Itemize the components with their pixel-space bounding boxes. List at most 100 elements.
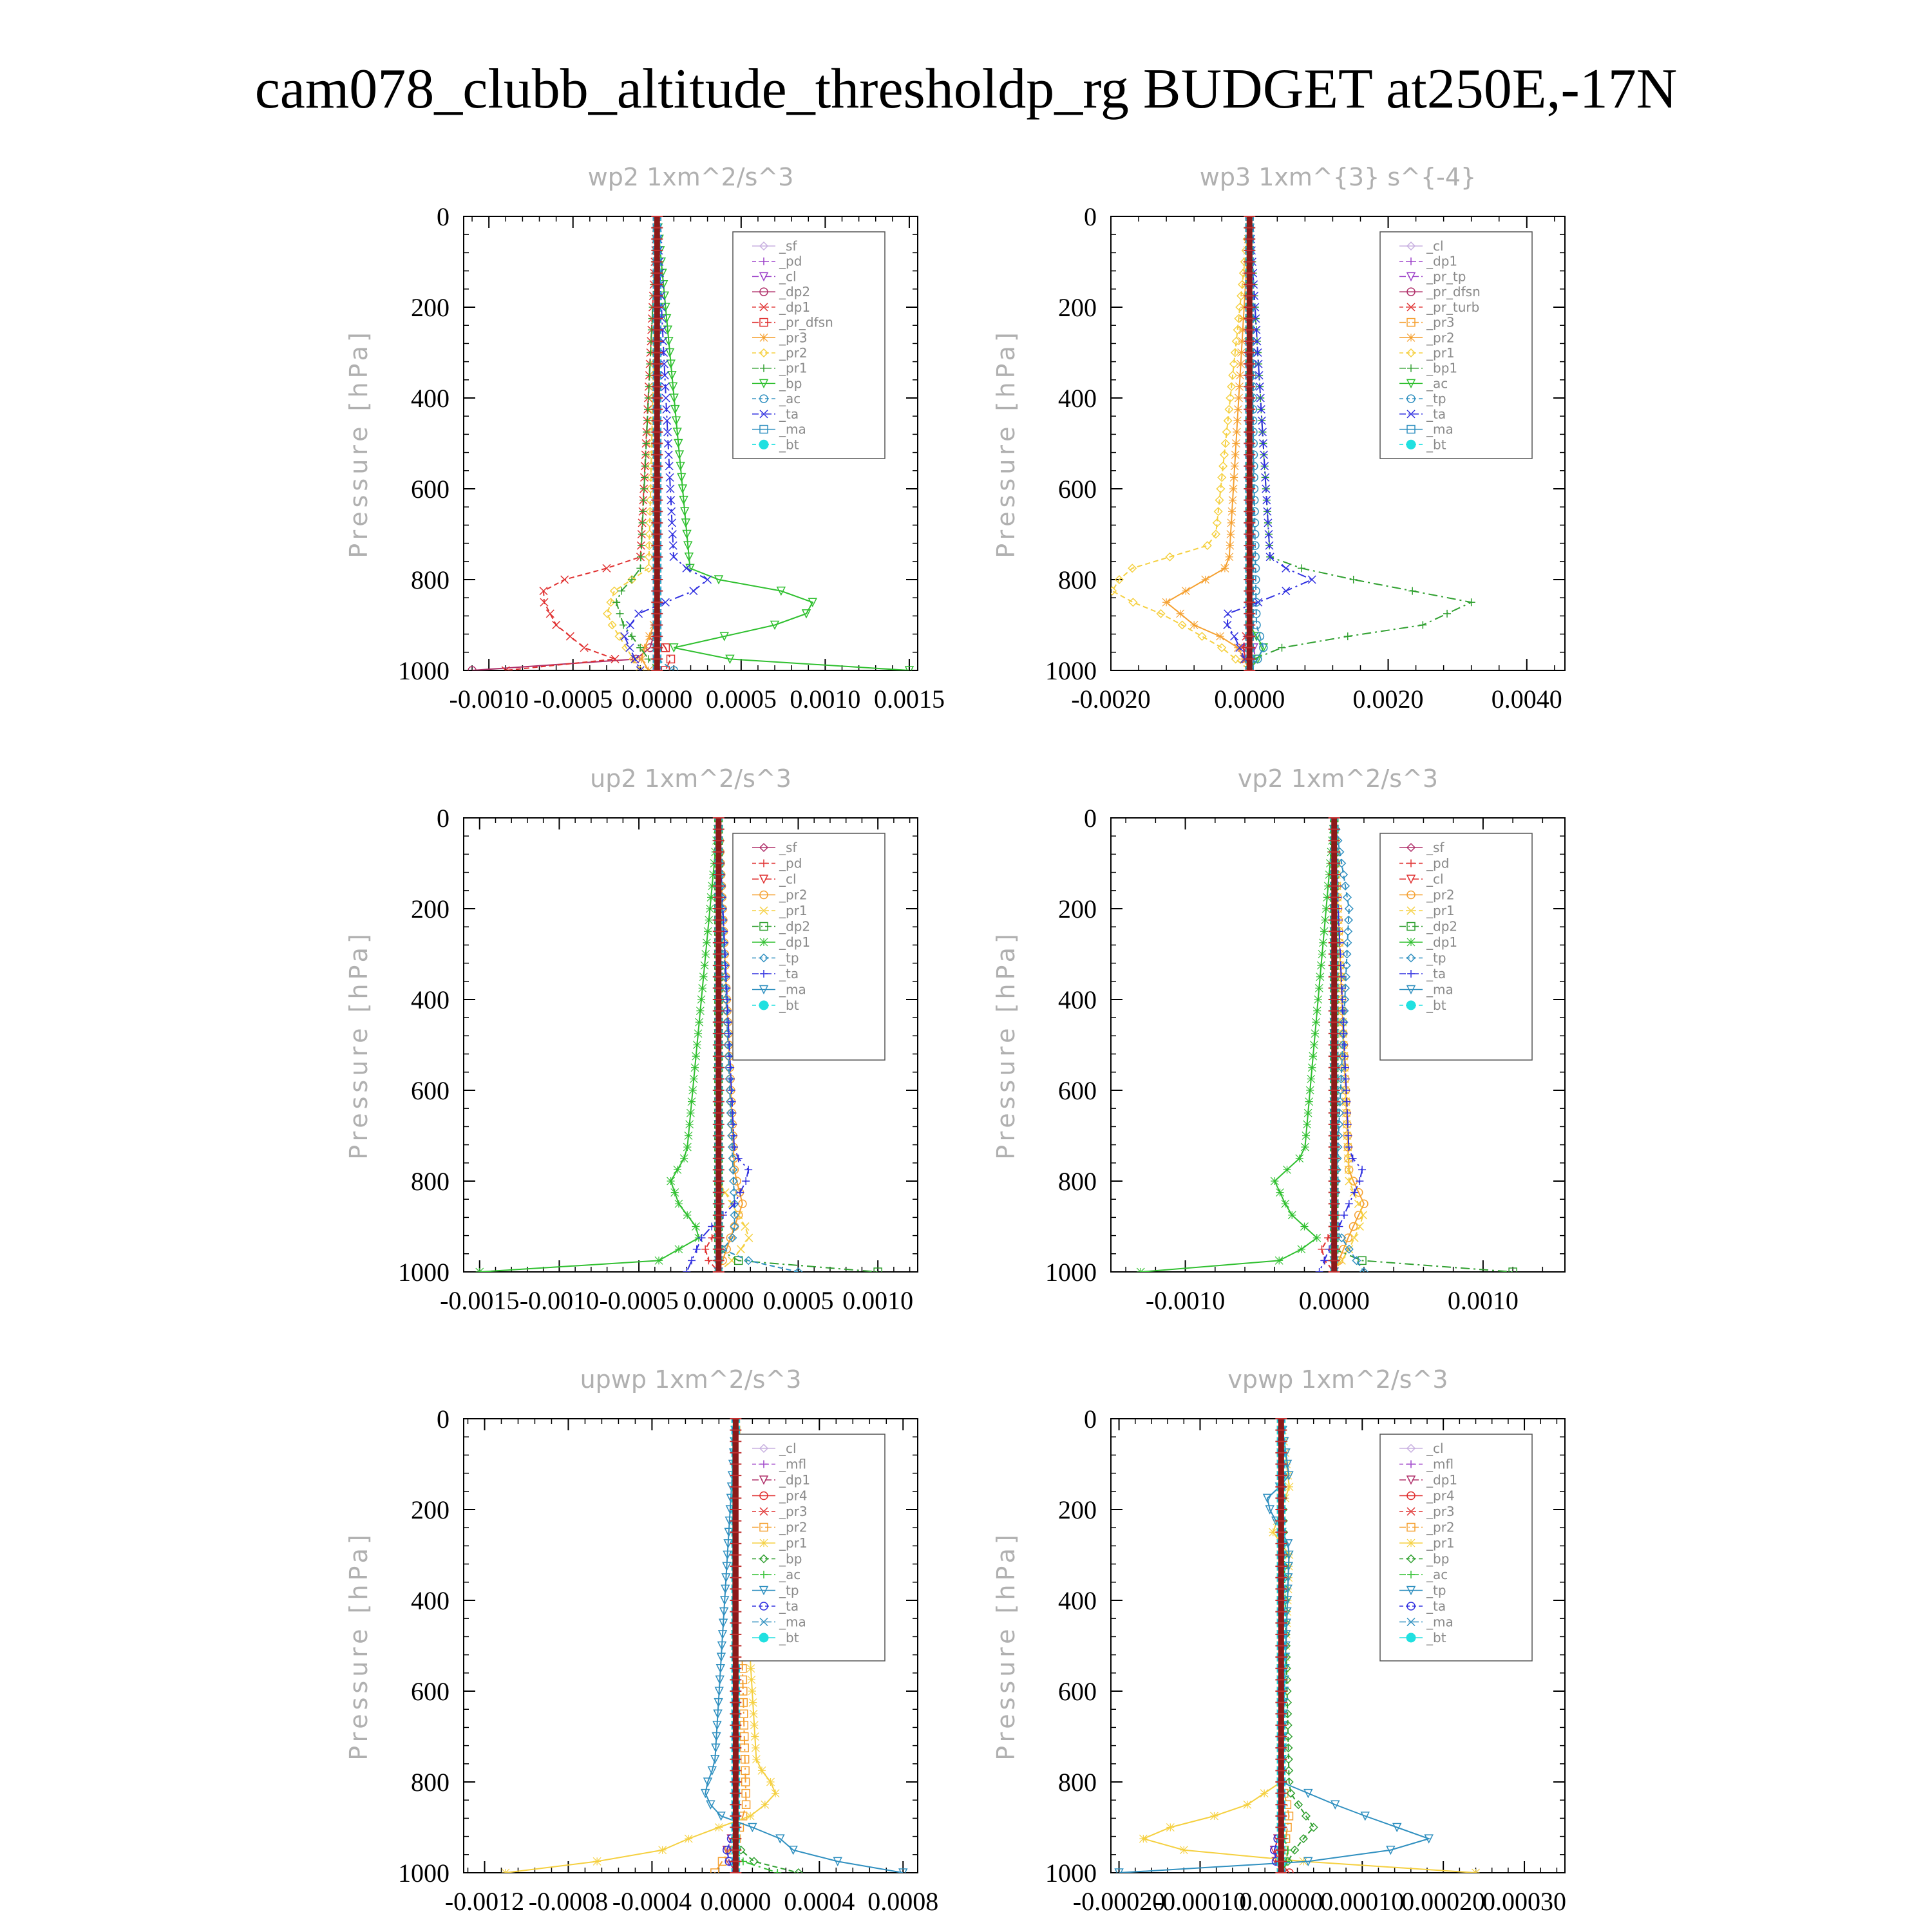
y-tick-label: 0 — [1084, 1405, 1097, 1434]
legend: _cl_mfl_dp1_pr4_pr3_pr2_pr1_bp_ac_tp_ta_… — [1379, 1434, 1533, 1662]
data-point — [1331, 1800, 1340, 1810]
legend-marker — [759, 890, 768, 900]
data-point — [1232, 428, 1241, 437]
data-point — [728, 1097, 736, 1106]
y-tick-label: 600 — [1058, 1677, 1097, 1706]
legend-entry: _cl — [779, 1441, 797, 1456]
data-point — [1339, 870, 1349, 880]
data-point — [742, 1177, 750, 1185]
legend: _sf_pd_cl_dp2_dp1_pr_dfsn_pr3_pr2_pr1_bp… — [732, 231, 886, 459]
data-point — [708, 882, 717, 891]
data-point — [721, 994, 731, 1005]
data-point — [663, 416, 672, 425]
legend-marker — [1406, 410, 1416, 419]
x-tick-label: -0.0010 — [1146, 1286, 1225, 1315]
data-point — [637, 654, 646, 663]
data-point — [724, 1007, 732, 1015]
legend-marker — [759, 1522, 768, 1532]
data-point — [625, 620, 635, 630]
y-tick-label: 800 — [1058, 1167, 1097, 1196]
x-tick-label: 0.0000 — [1299, 1286, 1370, 1315]
legend-entry: _pr3 — [779, 1504, 808, 1519]
data-point — [665, 462, 674, 471]
data-point — [475, 1267, 484, 1272]
legend-marker — [1406, 985, 1416, 995]
data-point — [676, 462, 685, 471]
legend-marker — [759, 1507, 768, 1516]
data-point — [683, 1211, 692, 1220]
y-tick-label: 800 — [411, 565, 450, 594]
data-point — [1265, 541, 1274, 550]
y-tick-label: 1000 — [398, 656, 450, 685]
data-point — [1392, 1823, 1402, 1833]
data-point — [680, 507, 690, 516]
data-point — [730, 1143, 739, 1151]
data-point — [748, 1698, 757, 1707]
data-point — [705, 1256, 713, 1265]
legend-entry: _dp1 — [779, 1472, 810, 1488]
data-point — [741, 1222, 750, 1231]
legend-marker — [1407, 970, 1415, 978]
data-point — [1220, 439, 1230, 448]
data-point — [1345, 1177, 1354, 1186]
data-point — [732, 1177, 741, 1186]
data-point — [1343, 1120, 1352, 1128]
data-point — [700, 961, 709, 970]
data-point — [744, 1256, 753, 1265]
data-point — [688, 1086, 697, 1095]
data-point — [1265, 1505, 1274, 1515]
data-point — [1228, 370, 1238, 380]
data-point — [692, 1041, 701, 1049]
legend-entry: _tp — [1426, 391, 1446, 406]
data-point — [1386, 1846, 1396, 1855]
data-point — [698, 983, 707, 992]
data-point — [1233, 325, 1242, 335]
legend: _cl_mfl_dp1_pr4_pr3_pr2_pr1_bp_ac_tp_ta_… — [732, 1434, 886, 1662]
data-point — [702, 938, 711, 947]
data-point — [501, 1868, 510, 1873]
panel-title: vp2 1xm^2/s^3 — [1238, 764, 1438, 793]
data-point — [1217, 643, 1227, 652]
data-point — [637, 553, 645, 561]
data-point — [1301, 1811, 1311, 1821]
data-point — [468, 666, 477, 670]
y-tick-label: 1000 — [1045, 1859, 1097, 1888]
data-point — [1216, 484, 1226, 494]
data-point — [1197, 632, 1207, 641]
data-point — [661, 598, 670, 607]
data-point — [1114, 574, 1124, 585]
data-point — [725, 654, 735, 665]
y-tick-label: 600 — [411, 1076, 450, 1105]
data-point — [645, 518, 655, 527]
legend-entry: _mfl — [1426, 1457, 1454, 1472]
data-point — [706, 893, 715, 902]
legend-entry: _cl — [1426, 238, 1444, 254]
data-point — [663, 439, 672, 448]
data-point — [1210, 1812, 1218, 1821]
data-point — [1237, 348, 1246, 357]
data-point — [1227, 507, 1236, 516]
data-point — [665, 348, 675, 358]
data-point — [1177, 620, 1187, 630]
legend-entry: _pr4 — [779, 1488, 808, 1504]
legend-marker — [1406, 1507, 1416, 1516]
data-point — [1340, 1029, 1348, 1037]
legend-entry: _bt — [1426, 437, 1446, 452]
data-point — [729, 1176, 739, 1186]
data-point — [1294, 1800, 1303, 1810]
data-point — [659, 359, 668, 368]
legend-entry: _cl — [779, 269, 797, 284]
data-point — [1243, 1800, 1252, 1809]
legend-marker — [759, 394, 768, 403]
data-point — [690, 1063, 699, 1072]
legend-marker — [759, 303, 768, 312]
data-point — [1128, 564, 1137, 573]
data-point — [645, 507, 655, 516]
data-point — [1340, 1006, 1349, 1016]
data-point — [1237, 279, 1247, 289]
legend-marker — [760, 364, 768, 372]
x-tick-label: 0.0005 — [706, 685, 777, 714]
data-point — [1235, 643, 1244, 652]
data-point — [640, 643, 649, 652]
x-tick-label: -0.0012 — [445, 1887, 524, 1916]
